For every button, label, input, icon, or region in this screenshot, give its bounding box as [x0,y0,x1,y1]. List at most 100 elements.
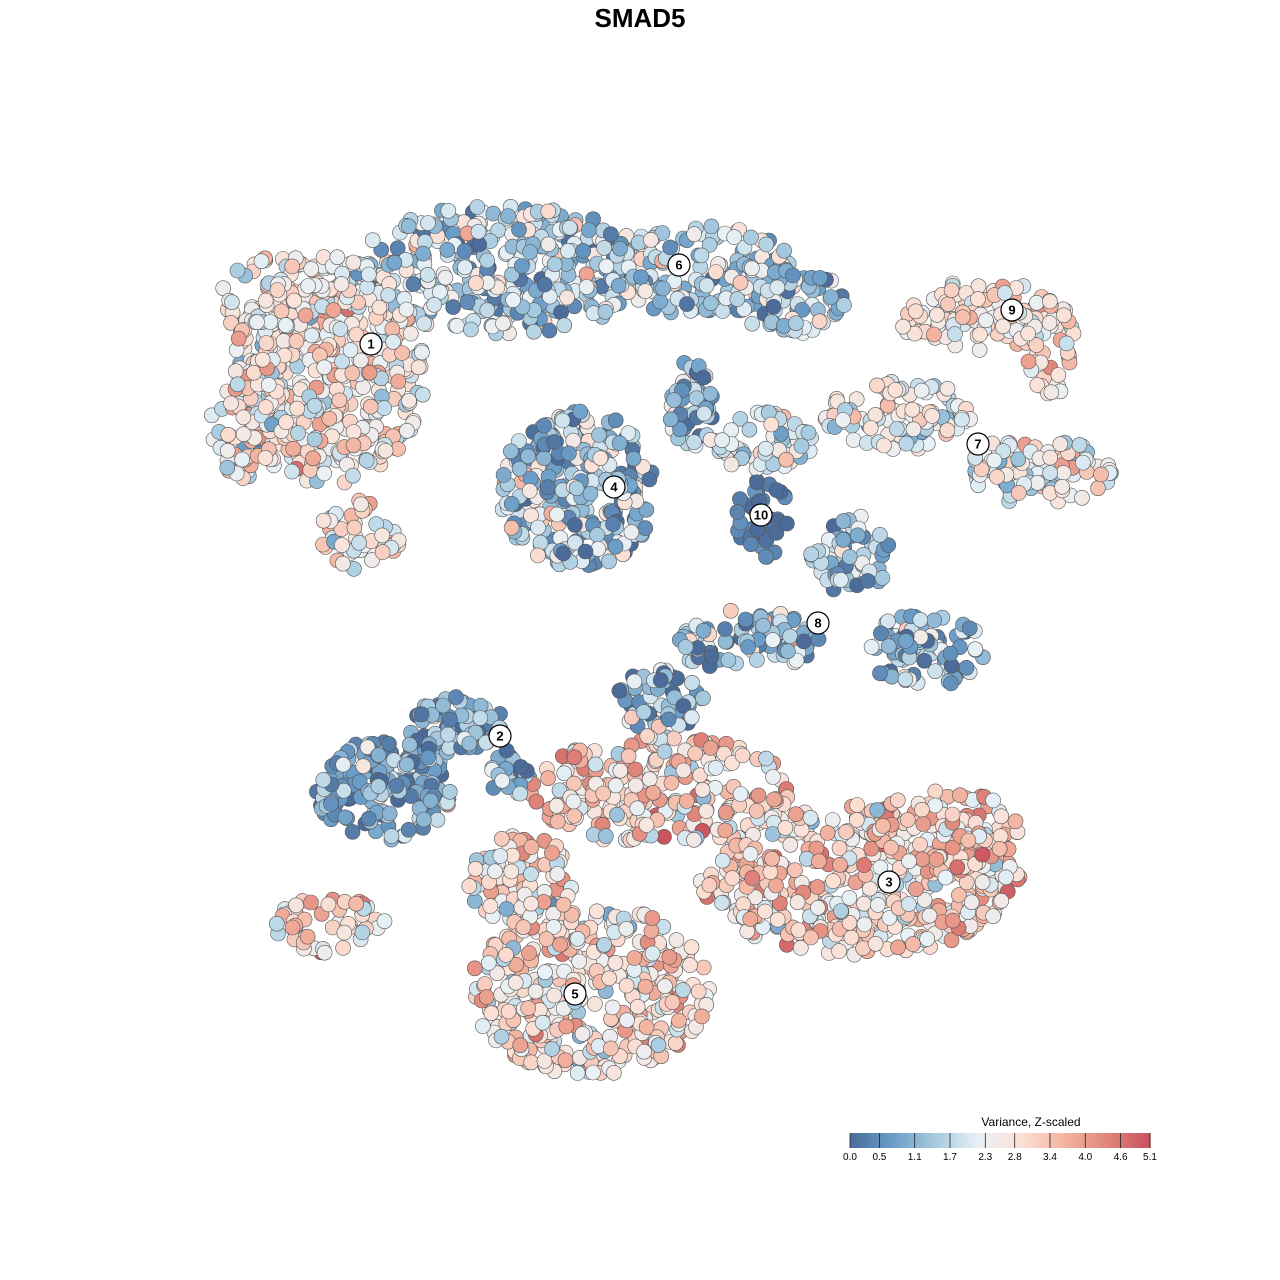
data-point [575,243,592,259]
legend-color-segment [1072,1133,1075,1148]
data-point [620,425,637,441]
data-point [567,517,583,533]
data-point [862,420,879,436]
data-point [246,364,262,381]
cluster-label-5: 5 [563,982,587,1006]
data-point [696,405,712,422]
data-point [963,894,980,911]
data-point [863,639,880,655]
data-point [253,253,270,270]
legend-color-segment [1054,1133,1057,1148]
data-point [927,663,944,680]
data-point [880,638,897,655]
legend-color-segment [862,1133,865,1148]
data-point [729,504,746,520]
data-point [874,570,891,586]
data-point [802,809,819,826]
data-point [552,936,568,953]
data-point [650,1037,667,1053]
legend-color-segment [880,1133,883,1148]
data-point [1028,294,1045,311]
legend-color-segment [992,1133,995,1148]
data-point [637,978,654,995]
data-point [402,325,419,342]
data-point [445,299,461,315]
legend-color-segment [1020,1133,1023,1148]
legend-color-segment [1140,1133,1143,1148]
data-point [703,218,720,235]
data-point [985,792,1001,809]
data-point [952,787,968,804]
data-point [970,291,986,307]
data-point [769,911,786,928]
data-point [532,534,549,551]
data-point [235,409,252,426]
data-point [867,935,884,952]
legend-color-segment [966,1133,969,1148]
data-point [856,857,872,873]
data-point [768,525,785,541]
data-point [523,866,539,882]
data-point [843,929,860,946]
data-point [540,770,556,787]
data-point [502,443,519,460]
data-point [220,426,236,443]
data-point [546,987,563,1004]
legend-color-segment [990,1133,993,1148]
legend-color-segment [1030,1133,1033,1148]
data-point [856,916,873,933]
data-point [360,266,377,283]
legend-color-segment [924,1133,927,1148]
data-point [740,639,756,655]
legend-tick-label: 1.1 [908,1152,922,1163]
legend-color-segment [914,1133,917,1148]
data-point [325,302,342,318]
legend-color-segment [1006,1133,1009,1148]
legend-color-segment [1118,1133,1121,1148]
cluster-label-badge [602,475,626,499]
data-point [618,977,635,994]
data-point [789,894,806,911]
data-point [361,364,378,381]
legend-color-segment [852,1133,855,1148]
data-point [747,889,764,906]
legend-color-segment [1114,1133,1117,1148]
legend-color-segment [936,1133,939,1148]
data-point [836,297,852,313]
data-point [695,622,712,639]
data-point [686,226,703,242]
data-point [901,853,917,870]
color-legend: Variance, Z-scaled 0.0 0.5 1.1 1.7 2.3 2.8 3.4… [843,1115,1157,1163]
data-point [479,302,496,319]
data-point [364,552,380,568]
data-point [515,919,532,936]
data-point [495,467,512,483]
data-point [944,839,961,856]
data-point [1056,307,1072,324]
legend-color-segment [906,1133,909,1148]
legend-color-segment [854,1133,857,1148]
legend-color-segment [926,1133,929,1148]
data-point [758,548,774,565]
data-point [303,261,320,277]
data-point [794,302,811,318]
legend-color-segment [1018,1133,1021,1148]
data-point [732,274,749,291]
legend-color-segment [916,1133,919,1148]
data-point [954,309,971,326]
data-point [823,289,839,305]
data-point [639,728,656,744]
data-point [726,229,743,245]
data-point [698,277,715,294]
data-point [610,277,627,294]
data-point [724,870,741,886]
data-point [744,870,761,886]
legend-color-segment [1044,1133,1047,1148]
data-point [645,784,662,801]
data-point [493,830,510,847]
data-point [690,983,707,1000]
data-point [880,537,897,553]
data-point [553,304,569,321]
cluster-label-9: 9 [1000,298,1024,322]
data-point [743,536,759,553]
